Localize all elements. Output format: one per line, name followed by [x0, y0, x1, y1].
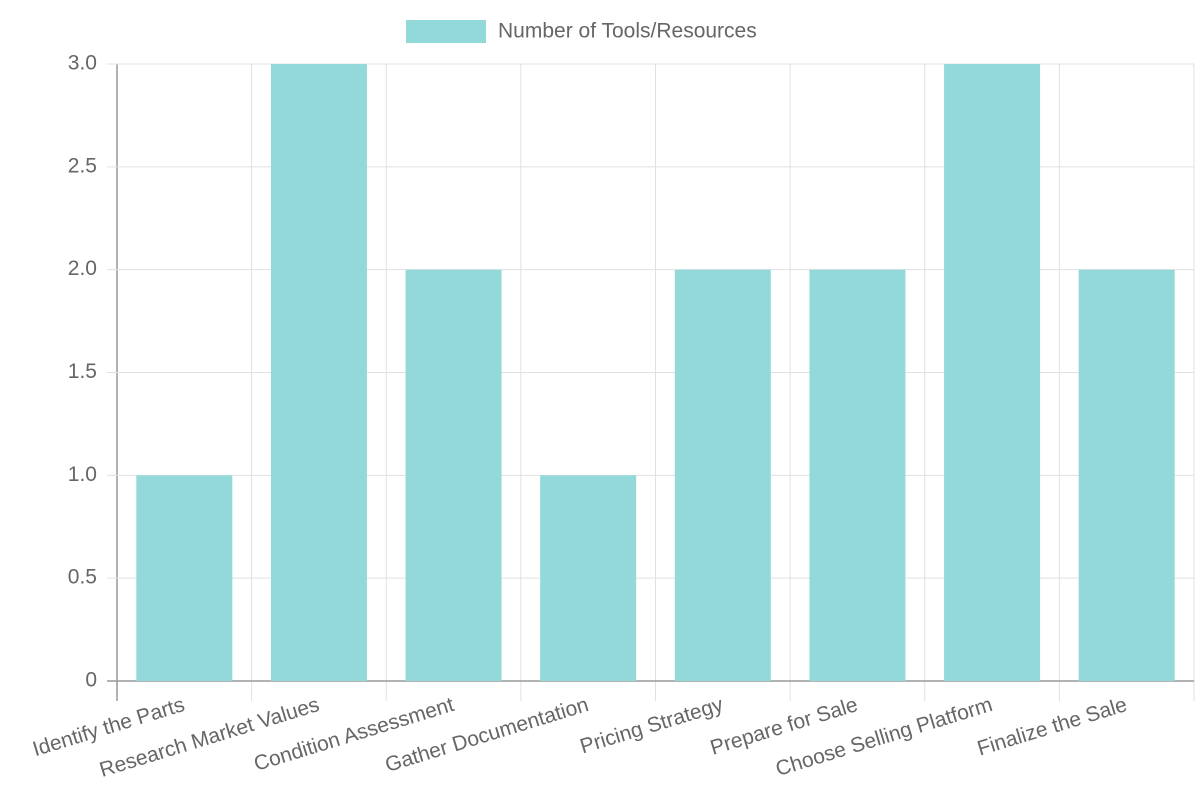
x-tick-label: Finalize the Sale	[975, 693, 1130, 760]
legend-swatch	[406, 20, 486, 43]
y-tick-label: 0	[85, 669, 97, 692]
bar	[1078, 269, 1175, 681]
y-tick-label: 2.0	[68, 257, 97, 280]
bar	[136, 475, 233, 681]
y-tick-label: 1.5	[68, 360, 97, 383]
y-tick-label: 3.0	[68, 52, 97, 75]
x-tick-label: Research Market Values	[97, 693, 322, 782]
y-tick-label: 2.5	[68, 154, 97, 177]
bar	[809, 269, 906, 681]
y-tick-label: 0.5	[68, 566, 97, 589]
bar	[270, 64, 367, 681]
bar	[674, 269, 771, 681]
x-tick-label: Choose Selling Platform	[773, 693, 995, 781]
bar	[405, 269, 502, 681]
x-tick-label: Pricing Strategy	[577, 693, 726, 758]
y-tick-label: 1.0	[68, 463, 97, 486]
bar	[944, 64, 1041, 681]
bar	[540, 475, 637, 681]
legend-label: Number of Tools/Resources	[498, 20, 757, 43]
